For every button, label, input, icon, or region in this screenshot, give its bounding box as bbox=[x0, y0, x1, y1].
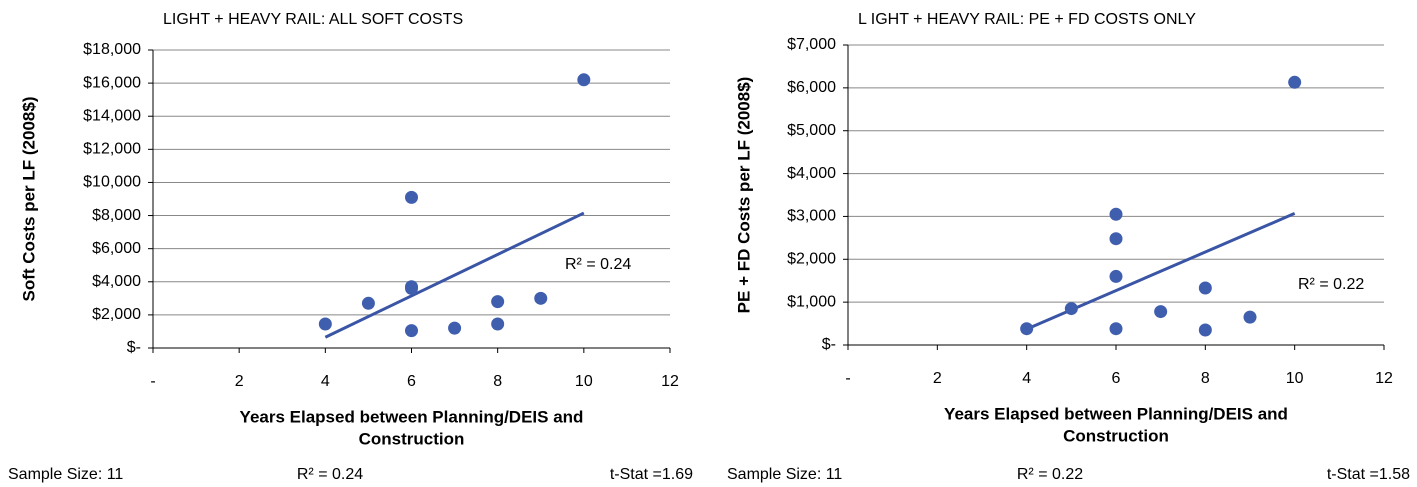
x-tick-label: 8 bbox=[493, 373, 502, 390]
x-tick-label: 6 bbox=[407, 373, 416, 390]
data-point bbox=[491, 317, 505, 331]
x-tick-label: 6 bbox=[1112, 370, 1121, 387]
r2-annotation: R² = 0.24 bbox=[565, 256, 631, 273]
data-point bbox=[1243, 310, 1257, 324]
data-point bbox=[1288, 75, 1302, 89]
y-tick-label: $5,000 bbox=[787, 122, 836, 139]
x-tick-label: 4 bbox=[321, 373, 330, 390]
footnote: t-Stat =1.69 bbox=[610, 466, 693, 483]
chart-title: LIGHT + HEAVY RAIL: ALL SOFT COSTS bbox=[163, 11, 463, 28]
y-tick-label: $10,000 bbox=[83, 174, 141, 191]
r2-annotation: R² = 0.22 bbox=[1298, 276, 1364, 293]
x-tick-label: 2 bbox=[933, 370, 942, 387]
y-tick-label: $18,000 bbox=[83, 41, 141, 58]
data-point bbox=[1020, 322, 1034, 336]
footnote: t-Stat =1.58 bbox=[1327, 466, 1410, 483]
x-tick-label: - bbox=[150, 373, 155, 390]
y-tick-label: $2,000 bbox=[787, 251, 836, 268]
data-point bbox=[1198, 281, 1212, 295]
data-point bbox=[448, 321, 462, 335]
y-tick-label: $- bbox=[127, 339, 141, 356]
data-point bbox=[1109, 322, 1123, 336]
x-tick-label: 2 bbox=[235, 373, 244, 390]
y-tick-label: $1,000 bbox=[787, 293, 836, 310]
y-axis-label: Soft Costs per LF (2008$) bbox=[19, 97, 38, 302]
data-point bbox=[1109, 232, 1123, 246]
y-tick-label: $6,000 bbox=[92, 240, 141, 257]
x-tick-label: - bbox=[845, 370, 850, 387]
x-tick-label: 8 bbox=[1201, 370, 1210, 387]
y-tick-label: $4,000 bbox=[92, 273, 141, 290]
data-point bbox=[405, 324, 418, 338]
y-tick-label: $2,000 bbox=[92, 306, 141, 323]
x-tick-label: 12 bbox=[661, 373, 679, 390]
x-tick-label: 4 bbox=[1022, 370, 1031, 387]
y-tick-label: $12,000 bbox=[83, 141, 141, 158]
data-point bbox=[1109, 207, 1123, 221]
data-point bbox=[534, 291, 548, 305]
annotation-bg bbox=[1292, 272, 1396, 298]
trendline bbox=[324, 211, 585, 339]
y-tick-label: $- bbox=[822, 336, 836, 353]
y-tick-label: $6,000 bbox=[787, 79, 836, 96]
data-point bbox=[1064, 302, 1078, 316]
x-tick-label: 10 bbox=[1286, 370, 1304, 387]
data-point bbox=[577, 73, 591, 87]
data-point bbox=[491, 295, 505, 309]
y-tick-label: $16,000 bbox=[83, 74, 141, 91]
y-tick-label: $14,000 bbox=[83, 107, 141, 124]
data-point bbox=[405, 190, 418, 204]
x-tick-label: 10 bbox=[575, 373, 593, 390]
data-point bbox=[1109, 269, 1123, 283]
footnote: R² = 0.24 bbox=[297, 466, 363, 483]
x-axis-label: Construction bbox=[1063, 426, 1169, 445]
footnote: Sample Size: 11 bbox=[8, 466, 123, 483]
data-point bbox=[318, 317, 332, 331]
y-tick-label: $7,000 bbox=[787, 36, 836, 53]
data-point bbox=[1154, 305, 1168, 319]
x-tick-label: 12 bbox=[1375, 370, 1393, 387]
data-point bbox=[1198, 323, 1212, 337]
footnote: R² = 0.22 bbox=[1017, 466, 1083, 483]
x-axis-label: Years Elapsed between Planning/DEIS and bbox=[944, 404, 1288, 423]
y-axis-label: PE + FD Costs per LF (2008$) bbox=[734, 77, 753, 314]
footnote: Sample Size: 11 bbox=[727, 466, 842, 483]
y-tick-label: $3,000 bbox=[787, 208, 836, 225]
data-point bbox=[361, 296, 375, 310]
x-axis-label: Years Elapsed between Planning/DEIS and bbox=[240, 407, 584, 426]
annotation-bg bbox=[559, 252, 663, 278]
chart-title: L IGHT + HEAVY RAIL: PE + FD COSTS ONLY bbox=[858, 11, 1196, 28]
y-tick-label: $8,000 bbox=[92, 207, 141, 224]
data-point bbox=[405, 281, 418, 295]
x-axis-label: Construction bbox=[359, 429, 465, 448]
y-tick-label: $4,000 bbox=[787, 165, 836, 182]
